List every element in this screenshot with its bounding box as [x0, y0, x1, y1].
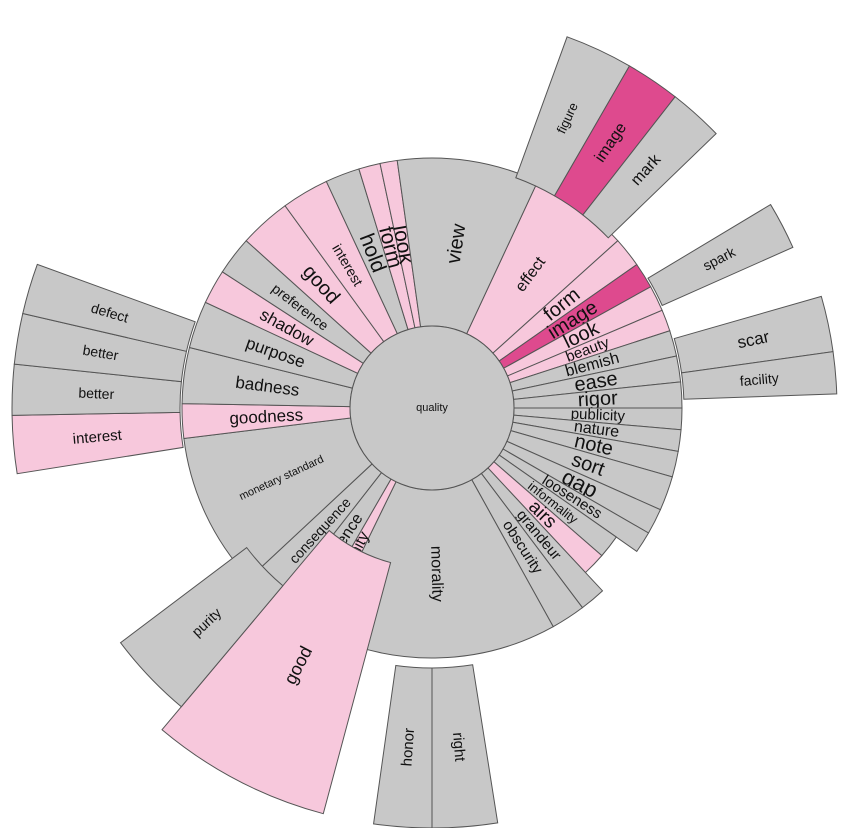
- ring2-segment-spark[interactable]: spark: [647, 203, 794, 307]
- ring2-wedge[interactable]: [431, 664, 499, 828]
- ring2-wedge[interactable]: [582, 96, 717, 239]
- ring1-segment-badness[interactable]: badness: [181, 346, 354, 408]
- ring2-wedge[interactable]: [161, 529, 392, 815]
- ring2-segment-defect[interactable]: defect: [22, 263, 196, 352]
- ring2-segment-honor[interactable]: honor: [372, 664, 433, 828]
- ring2-segment-good[interactable]: good: [161, 529, 392, 815]
- ring2-wedge[interactable]: [680, 351, 838, 400]
- ring2-label: better: [82, 342, 120, 364]
- ring2-label: facility: [739, 370, 779, 389]
- ring2-wedge[interactable]: [647, 203, 794, 307]
- sunburst-rings: effectformimagelookbeautyblemisheaserigo…: [11, 36, 838, 828]
- ring2-label: better: [78, 385, 115, 403]
- ring1-label: rigor: [577, 387, 618, 411]
- ring2-segment-purity[interactable]: purity: [119, 546, 284, 708]
- ring2-segment-scar[interactable]: scar: [673, 295, 834, 374]
- ring2-segment-right[interactable]: right: [431, 664, 499, 828]
- ring2-wedge[interactable]: [372, 664, 433, 828]
- ring2-wedge[interactable]: [119, 546, 284, 708]
- center-circle[interactable]: [349, 325, 515, 491]
- ring1-segment-goodness[interactable]: goodness: [181, 403, 352, 440]
- ring1-label: publicity: [570, 406, 625, 425]
- ring2-wedge[interactable]: [22, 263, 196, 352]
- ring1-label: morality: [427, 546, 445, 602]
- center-label: quality: [416, 402, 448, 414]
- ring2-segment-mark[interactable]: mark: [582, 96, 717, 239]
- ring2-segment-facility[interactable]: facility: [680, 351, 838, 400]
- ring2-segment-interest[interactable]: interest: [11, 411, 184, 475]
- ring2-label: right: [449, 732, 468, 763]
- ring2-label: honor: [398, 727, 418, 766]
- ring1-segment-rigor[interactable]: rigor: [513, 381, 683, 411]
- center-node[interactable]: quality: [349, 325, 515, 491]
- ring1-label: goodness: [229, 405, 304, 428]
- ring2-label: interest: [72, 427, 123, 448]
